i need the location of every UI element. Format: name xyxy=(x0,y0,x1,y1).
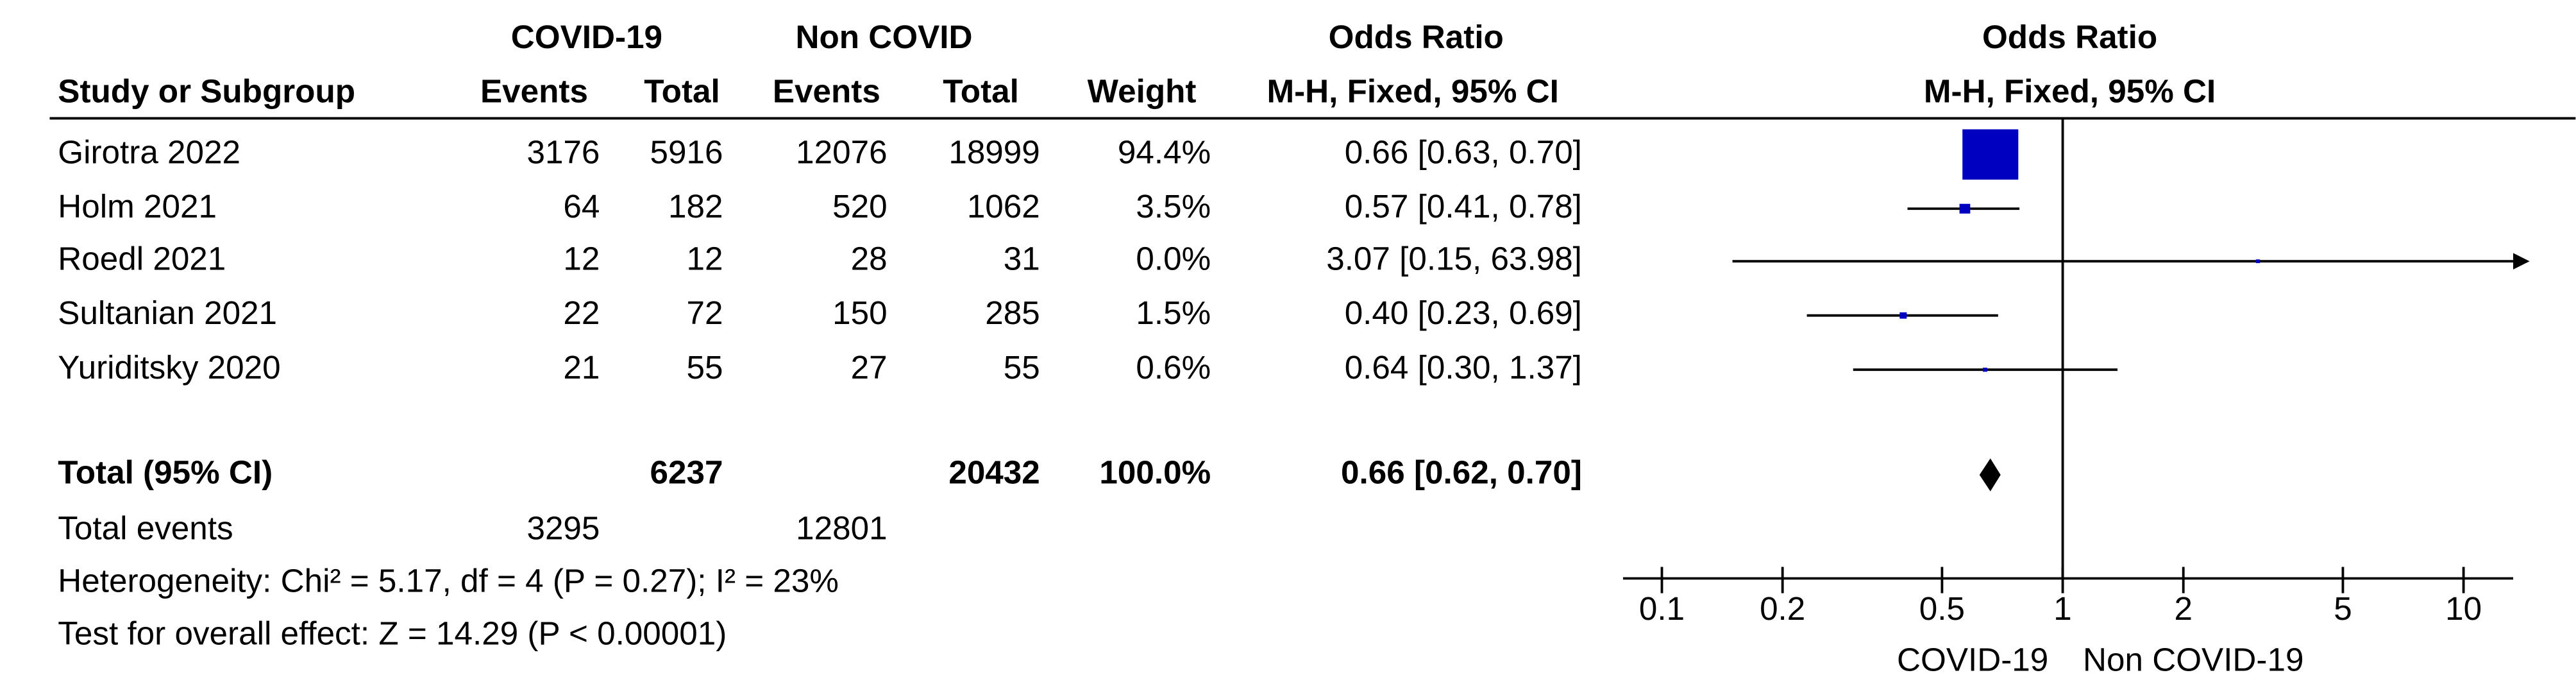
weight-square xyxy=(1959,203,1971,214)
column-header: Events xyxy=(773,73,880,110)
x-tick-label: 0.1 xyxy=(1639,590,1685,627)
study-name: Yuriditsky 2020 xyxy=(58,349,280,386)
study-total2: 1062 xyxy=(967,188,1040,225)
study-total1: 182 xyxy=(668,188,723,225)
study-events2: 150 xyxy=(832,295,887,331)
column-header: M-H, Fixed, 95% CI xyxy=(1924,73,2216,110)
column-header: Weight xyxy=(1088,73,1197,110)
study-or-label: 0.57 [0.41, 0.78] xyxy=(1345,188,1582,225)
column-header: Total xyxy=(644,73,720,110)
study-total2: 31 xyxy=(1004,241,1040,277)
x-tick-label: 2 xyxy=(2174,590,2193,627)
total-name: Total (95% CI) xyxy=(58,454,273,491)
study-events1: 21 xyxy=(563,349,600,386)
total-total2: 20432 xyxy=(948,454,1040,491)
study-weight-label: 1.5% xyxy=(1136,295,1211,331)
study-events1: 64 xyxy=(563,188,600,225)
study-total2: 18999 xyxy=(948,133,1040,170)
weight-square xyxy=(1982,368,1987,372)
study-name: Sultanian 2021 xyxy=(58,295,277,331)
overall-effect: Test for overall effect: Z = 14.29 (P < … xyxy=(58,615,727,652)
total-events1: 3295 xyxy=(526,510,600,547)
weight-square xyxy=(1899,312,1907,319)
weight-square xyxy=(1962,129,2019,180)
study-or-label: 0.66 [0.63, 0.70] xyxy=(1345,133,1582,170)
study-weight-label: 3.5% xyxy=(1136,188,1211,225)
x-tick-label: 0.5 xyxy=(1919,590,1965,627)
study-events2: 520 xyxy=(832,188,887,225)
column-header: M-H, Fixed, 95% CI xyxy=(1267,73,1558,110)
total-or-label: 0.66 [0.62, 0.70] xyxy=(1341,454,1582,491)
x-label-right: Non COVID-19 xyxy=(2083,642,2303,678)
study-total1: 12 xyxy=(687,241,723,277)
study-events1: 22 xyxy=(563,295,600,331)
study-name: Girotra 2022 xyxy=(58,133,240,170)
column-header: Events xyxy=(480,73,588,110)
study-events2: 28 xyxy=(851,241,888,277)
weight-square xyxy=(2255,259,2260,264)
group-header: COVID-19 xyxy=(511,19,662,55)
study-events2: 27 xyxy=(851,349,888,386)
study-events2: 12076 xyxy=(796,133,887,170)
total-events2: 12801 xyxy=(796,510,887,547)
study-or-label: 0.40 [0.23, 0.69] xyxy=(1345,295,1582,331)
total-weight-label: 100.0% xyxy=(1099,454,1211,491)
group-header: Odds Ratio xyxy=(1329,19,1504,55)
x-label-left: COVID-19 xyxy=(1897,642,2048,678)
ci-arrow xyxy=(2513,253,2530,270)
study-total1: 5916 xyxy=(650,133,723,170)
study-events1: 12 xyxy=(563,241,600,277)
study-total2: 285 xyxy=(985,295,1040,331)
study-or-label: 3.07 [0.15, 63.98] xyxy=(1326,241,1582,277)
study-total1: 55 xyxy=(687,349,723,386)
x-tick-label: 10 xyxy=(2445,590,2482,627)
study-total1: 72 xyxy=(687,295,723,331)
study-total2: 55 xyxy=(1004,349,1040,386)
x-tick-label: 1 xyxy=(2053,590,2072,627)
group-header: Odds Ratio xyxy=(1982,19,2157,55)
study-weight-label: 94.4% xyxy=(1118,133,1211,170)
summary-diamond xyxy=(1979,458,2001,491)
total-total1: 6237 xyxy=(650,454,723,491)
study-or-label: 0.64 [0.30, 1.37] xyxy=(1345,349,1582,386)
column-header: Total xyxy=(943,73,1019,110)
study-events1: 3176 xyxy=(526,133,600,170)
study-name: Holm 2021 xyxy=(58,188,217,225)
study-weight-label: 0.6% xyxy=(1136,349,1211,386)
x-tick-label: 5 xyxy=(2334,590,2352,627)
study-name: Roedl 2021 xyxy=(58,241,226,277)
x-tick-label: 0.2 xyxy=(1760,590,1805,627)
column-header: Study or Subgroup xyxy=(58,73,355,110)
total-events-name: Total events xyxy=(58,510,233,547)
group-header: Non COVID xyxy=(795,19,972,55)
study-weight-label: 0.0% xyxy=(1136,241,1211,277)
heterogeneity: Heterogeneity: Chi² = 5.17, df = 4 (P = … xyxy=(58,563,839,599)
